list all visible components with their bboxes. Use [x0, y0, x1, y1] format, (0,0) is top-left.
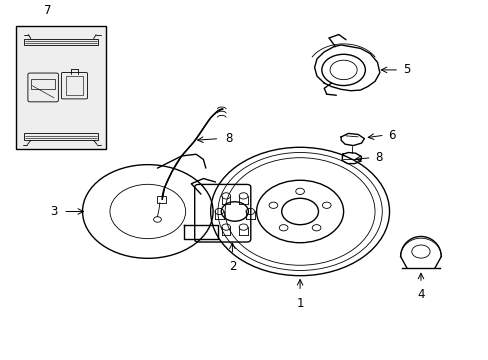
Bar: [16, 26, 105, 149]
Text: 8: 8: [374, 151, 382, 164]
Bar: [65, 76, 83, 95]
Bar: [23, 39, 98, 45]
Text: 2: 2: [228, 260, 236, 273]
Text: 7: 7: [44, 4, 51, 17]
Bar: [31, 79, 55, 89]
Bar: [23, 134, 98, 140]
Text: 3: 3: [50, 205, 57, 218]
Text: 6: 6: [388, 129, 395, 141]
Bar: [156, 196, 166, 203]
Bar: [16, 26, 105, 149]
Text: 4: 4: [416, 288, 424, 301]
Text: 5: 5: [402, 63, 409, 76]
Text: 1: 1: [296, 297, 303, 310]
Text: 8: 8: [224, 132, 232, 145]
